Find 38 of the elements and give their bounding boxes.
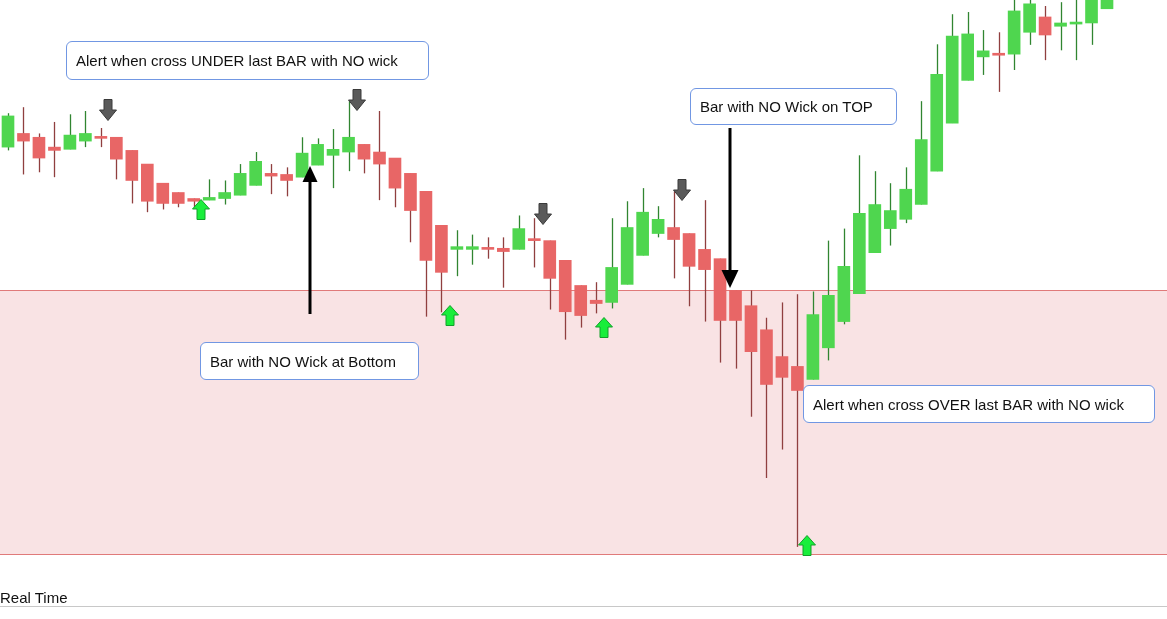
candlestick: [280, 166, 293, 197]
candlestick: [1038, 5, 1052, 61]
candlestick: [589, 281, 603, 315]
candlestick: [63, 113, 77, 150]
candlestick: [496, 236, 510, 289]
annotation: Bar with NO Wick at Bottom: [200, 342, 419, 380]
candlestick: [1085, 0, 1098, 46]
candlestick: [667, 190, 680, 280]
candlestick: [698, 199, 711, 323]
candlestick: [512, 214, 526, 251]
annotation: Bar with NO Wick on TOP: [690, 88, 897, 125]
candlestick: [156, 182, 170, 211]
candlestick: [311, 137, 324, 166]
candlestick: [992, 31, 1005, 93]
candlestick: [450, 229, 464, 277]
annotation: Alert when cross UNDER last BAR with NO wick: [66, 41, 429, 80]
annotation: Alert when cross OVER last BAR with NO wick: [803, 385, 1155, 423]
candlestick: [1054, 1, 1067, 51]
text: Real Time: [0, 589, 68, 606]
candlestick: [218, 179, 232, 206]
candlestick: [775, 301, 789, 451]
candlestick: [48, 121, 61, 178]
candlestick: [481, 236, 495, 260]
candlestick: [233, 163, 247, 196]
candlestick: [32, 132, 46, 173]
candlestick: [651, 205, 665, 238]
candlestick: [342, 100, 355, 172]
candlestick: [466, 233, 479, 266]
candlestick: [17, 106, 30, 176]
candlestick: [527, 217, 541, 269]
candlestick: [110, 136, 123, 181]
candlestick: [94, 127, 108, 148]
candlestick: [373, 110, 386, 201]
candlestick: [79, 110, 92, 148]
candlestick: [357, 143, 371, 175]
candlestick: [883, 182, 897, 247]
candlestick: [791, 293, 804, 548]
candlestick: [326, 128, 340, 189]
